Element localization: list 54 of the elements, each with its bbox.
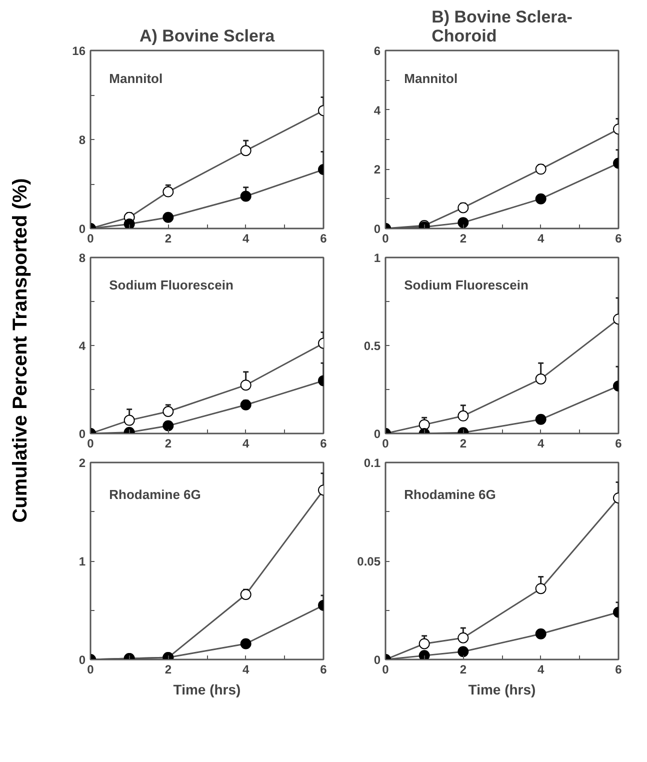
y-tick-label: 6 <box>374 44 381 58</box>
x-tick-label: 0 <box>382 436 390 450</box>
y-tick-label: 0.5 <box>364 339 381 353</box>
y-tick-label: 0 <box>78 653 86 667</box>
x-tick-label: 4 <box>537 662 544 676</box>
x-tick-label: 0 <box>382 662 390 676</box>
x-tick-label: 2 <box>164 662 172 676</box>
x-tick-label: 0 <box>382 232 390 246</box>
y-tick-label: 2 <box>78 456 86 470</box>
x-tick-label: 2 <box>164 232 172 246</box>
x-tick-label: 0 <box>87 436 94 450</box>
y-tick-label: 4 <box>374 103 381 118</box>
x-tick-label: 4 <box>537 436 544 450</box>
y-tick-label: 0.1 <box>364 456 381 470</box>
annotation: Mannitol <box>404 71 458 86</box>
y-tick-label: 1 <box>78 554 86 568</box>
x-tick-label: 4 <box>537 232 544 246</box>
x-tick-label: 0 <box>87 662 94 676</box>
x-axis-title: Time (hrs) <box>173 682 241 698</box>
y-tick-label: 0 <box>374 222 381 236</box>
x-tick-label: 4 <box>242 662 250 676</box>
y-tick-label: 8 <box>78 133 86 147</box>
y-tick-label: 1 <box>374 251 381 265</box>
x-tick-label: 2 <box>460 436 467 450</box>
x-tick-label: 6 <box>320 662 328 676</box>
annotation: Rhodamine 6G <box>404 486 496 502</box>
x-tick-label: 4 <box>242 436 250 450</box>
annotation: Mannitol <box>109 71 163 86</box>
annotation: Sodium Fluorescein <box>109 278 234 293</box>
chart-title: B) Bovine Sclera- Choroid <box>432 8 572 46</box>
annotation: Rhodamine 6G <box>109 486 201 502</box>
y-tick-label: 0 <box>78 222 86 236</box>
y-tick-label: 8 <box>78 251 86 265</box>
y-tick-label: 2 <box>374 162 381 177</box>
y-tick-label: 0 <box>374 653 381 667</box>
x-tick-label: 2 <box>460 232 467 246</box>
y-tick-label: 4 <box>78 339 86 353</box>
y-tick-label: 16 <box>72 44 86 58</box>
x-tick-label: 2 <box>460 662 467 676</box>
x-tick-label: 0 <box>87 232 94 246</box>
y-tick-label: 0.05 <box>357 554 381 568</box>
annotation: Sodium Fluorescein <box>404 278 528 293</box>
x-tick-label: 2 <box>164 436 172 450</box>
x-axis-title: Time (hrs) <box>468 682 536 698</box>
x-tick-label: 6 <box>615 436 622 450</box>
y-tick-label: 0 <box>78 427 86 441</box>
y-axis-title: Cumulative Percent Transported (%) <box>10 178 32 523</box>
y-tick-label: 0 <box>374 427 381 441</box>
chart-title: A) Bovine Sclera <box>139 26 276 46</box>
x-tick-label: 6 <box>615 232 622 246</box>
x-tick-label: 4 <box>242 232 250 246</box>
x-tick-label: 6 <box>320 436 328 450</box>
x-tick-label: 6 <box>320 232 328 246</box>
x-tick-label: 6 <box>615 662 622 676</box>
